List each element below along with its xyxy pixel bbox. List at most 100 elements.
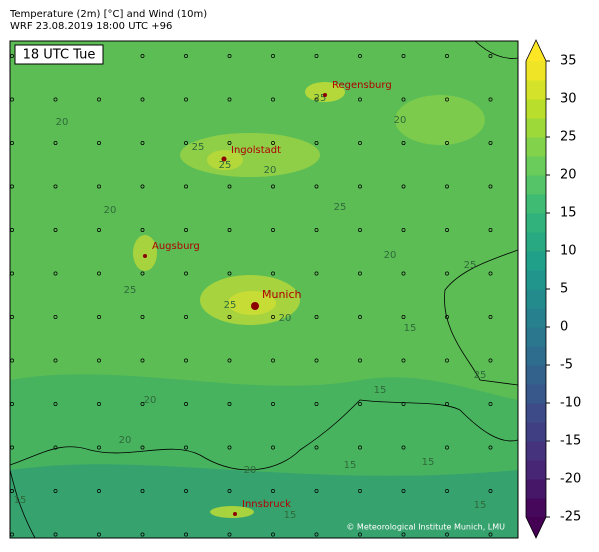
wind-station (184, 54, 188, 58)
colorbar-band (526, 403, 546, 423)
wind-station (97, 445, 101, 450)
wind-station (401, 489, 406, 493)
contour-label: 20 (104, 205, 117, 216)
contour-label: 20 (119, 435, 132, 446)
contour-label: 20 (394, 115, 407, 126)
wind-station (97, 402, 101, 406)
wind-station (97, 97, 101, 102)
city-dot (221, 156, 227, 162)
wind-station (445, 141, 449, 145)
city-dot (251, 302, 259, 310)
title-line-1: Temperature (2m) [°C] and Wind (10m) (9, 9, 207, 20)
wind-station (97, 532, 101, 537)
wind-station (401, 532, 406, 537)
colorbar-band (526, 479, 546, 499)
colorbar-extend (526, 40, 546, 61)
colorbar-band (526, 460, 546, 480)
wind-station (97, 141, 101, 145)
wind-station (227, 358, 232, 363)
wind-station (140, 532, 145, 537)
warm-area (395, 95, 485, 145)
colorbar-extend (526, 517, 546, 538)
wind-station (140, 184, 145, 189)
wind-station (271, 271, 275, 276)
colorbar-tick-label: 10 (560, 244, 577, 259)
wind-station (184, 228, 188, 232)
contour-label: 25 (219, 160, 232, 171)
wind-station (227, 489, 232, 493)
wind-station (140, 489, 145, 493)
wind-station (53, 489, 58, 493)
colorbar-band (526, 80, 546, 100)
colorbar-tick-label: 20 (560, 168, 577, 183)
wind-station (401, 228, 406, 232)
wind-station (401, 97, 406, 102)
city-dot (323, 93, 327, 97)
wind-station (271, 54, 275, 58)
border-line (474, 41, 518, 59)
city-label: Augsburg (152, 241, 200, 252)
wind-station (227, 445, 232, 450)
contour-label: 20 (264, 165, 277, 176)
wind-station (140, 315, 145, 319)
colorbar: -25 -20 -15 -10 -5 0 5 10 15 20 25 30 35 (525, 39, 581, 539)
contour-label: 15 (374, 385, 387, 396)
contour-label: 15 (284, 510, 297, 521)
wind-station (314, 445, 319, 450)
wind-station (488, 97, 493, 102)
wind-station (227, 315, 232, 319)
contour-label: 20 (384, 250, 397, 261)
contour-label: 25 (334, 202, 347, 213)
wind-station (488, 489, 493, 493)
warm-area (133, 235, 157, 271)
colorbar-band (526, 365, 546, 385)
wind-station (445, 358, 449, 363)
wind-station (271, 532, 275, 537)
wind-station (401, 54, 406, 58)
wind-station (184, 402, 188, 406)
wind-station (184, 489, 188, 493)
wind-station (445, 489, 449, 493)
wind-station (53, 315, 58, 319)
colorbar-band (526, 99, 546, 119)
wind-station (401, 271, 406, 276)
wind-station (53, 358, 58, 363)
colorbar-tick-label: 30 (560, 92, 577, 107)
wind-station (358, 445, 362, 450)
city-label: Innsbruck (242, 499, 291, 510)
wind-station (184, 445, 188, 450)
colorbar-band (526, 384, 546, 404)
wind-station (53, 402, 58, 406)
wind-station (227, 54, 232, 58)
wind-station (97, 184, 101, 189)
wind-station (358, 315, 362, 319)
wind-station (140, 141, 145, 145)
wind-station (488, 271, 493, 276)
wind-station (314, 97, 319, 102)
border-line (10, 469, 36, 538)
wind-station (227, 402, 232, 406)
wind-station (227, 97, 232, 102)
wind-station (401, 315, 406, 319)
wind-station (358, 228, 362, 232)
colorbar-tick-label: 25 (560, 130, 577, 145)
wind-station (271, 228, 275, 232)
wind-station (53, 184, 58, 189)
colorbar-band (526, 137, 546, 157)
time-box (14, 44, 104, 65)
wind-station (358, 271, 362, 276)
contour-label: 20 (144, 395, 157, 406)
wind-station (184, 358, 188, 363)
wind-station (271, 445, 275, 450)
warm-area (305, 82, 345, 102)
wind-station (97, 228, 101, 232)
colorbar-band (526, 327, 546, 347)
wind-station (140, 358, 145, 363)
wind-station (314, 358, 319, 363)
colorbar-band (526, 441, 546, 461)
colorbar-band (526, 213, 546, 233)
wind-station (227, 184, 232, 189)
wind-station (488, 315, 493, 319)
wind-station (314, 489, 319, 493)
